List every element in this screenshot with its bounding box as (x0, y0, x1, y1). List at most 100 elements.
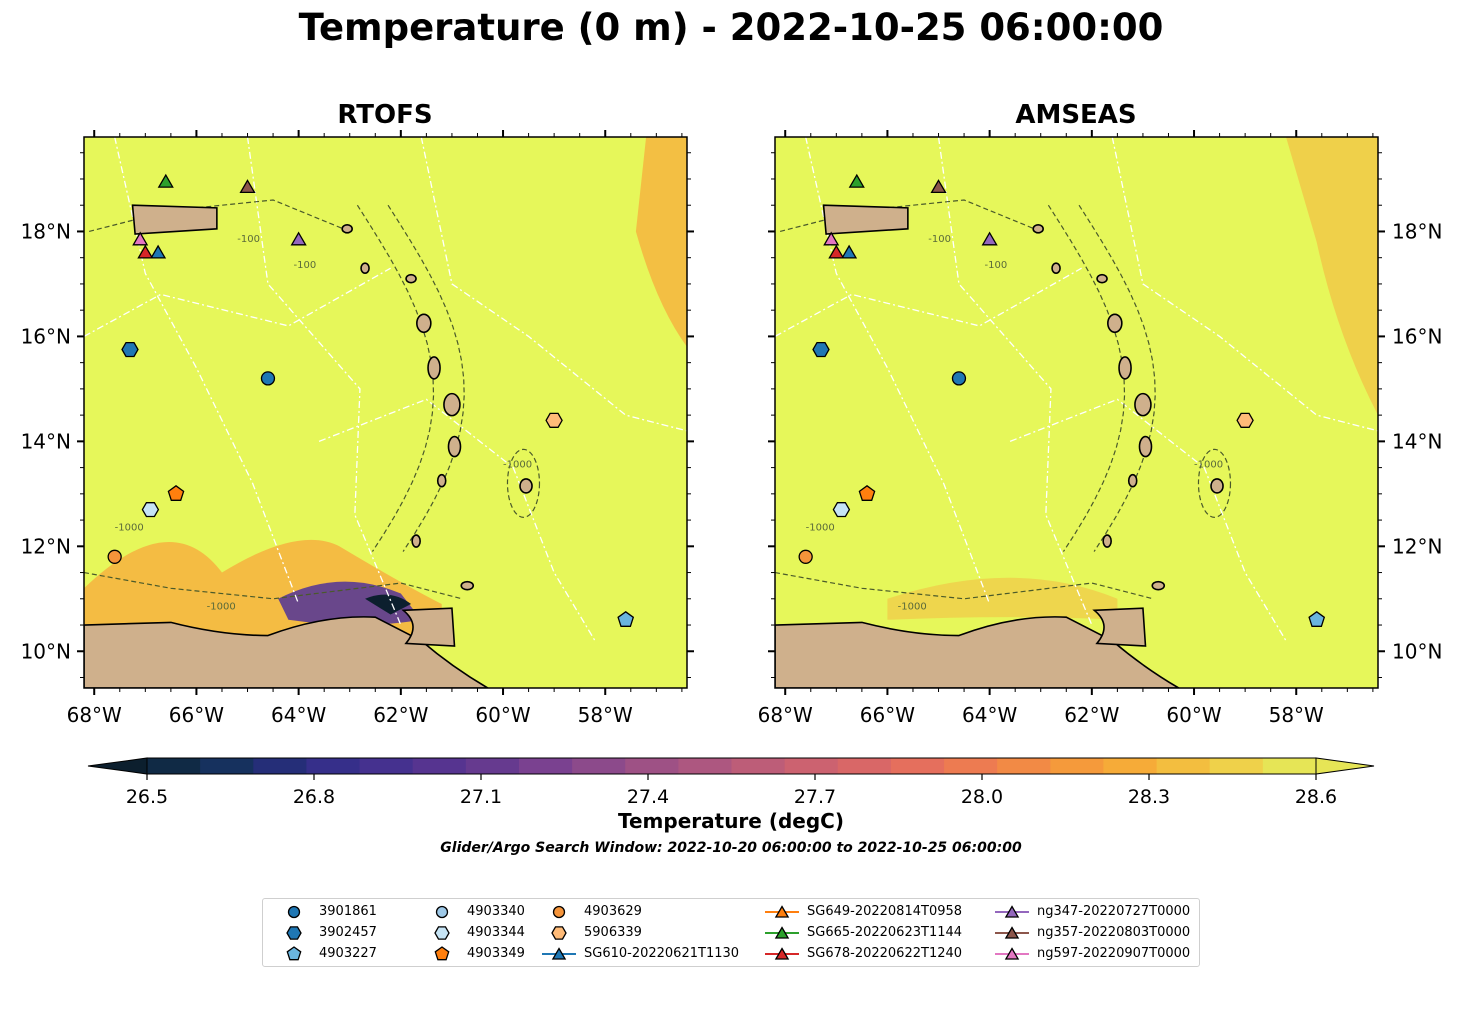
marker-SG678-20220622T1240 (137, 244, 154, 259)
legend-label: SG678-20220622T1240 (807, 946, 963, 961)
puerto-rico-island (822, 204, 909, 235)
lon-tick-label: 62°W (373, 703, 428, 727)
marker-4903344 (141, 502, 160, 518)
lon-tick-label: 60°W (1166, 703, 1221, 727)
isobath-contour (356, 204, 435, 552)
isobath-contour (1197, 448, 1232, 518)
legend-marker (434, 926, 450, 940)
lat-tick-label: 14°N (21, 429, 71, 453)
isobath-label: -100 (985, 260, 1008, 271)
legend-label: 3902457 (319, 925, 377, 940)
colorbar-segment (997, 758, 1051, 774)
legend-label: 4903349 (467, 946, 525, 961)
island (416, 313, 432, 334)
lon-tick-label: 58°W (1269, 703, 1324, 727)
island (360, 262, 370, 274)
puerto-rico-island (131, 204, 218, 235)
lat-tick-label: 10°N (21, 639, 71, 663)
island (411, 534, 421, 548)
colorbar-segment (1103, 758, 1158, 774)
marker-SG665-20220623T1144 (157, 173, 174, 188)
marker-ng347-20220727T0000 (981, 231, 998, 246)
colorbar-segment (625, 758, 679, 774)
legend: 3901861 3902457 4903227 4903340 4903344 49033… (262, 898, 1200, 967)
circle-marker-icon (435, 905, 449, 919)
colorbar-tick-label: 27.7 (794, 786, 836, 808)
marker-3902457 (812, 341, 830, 358)
lon-tick-label: 64°W (962, 703, 1017, 727)
isobath-contour (506, 448, 541, 518)
cool-sst-patch (278, 581, 422, 626)
map-frame (774, 136, 1379, 689)
legend-marker (774, 926, 790, 939)
colorbar-segment (200, 758, 254, 774)
legend-label: SG610-20220621T1130 (584, 946, 740, 961)
isobath-contour (84, 571, 463, 600)
cool-sst-patch (365, 594, 412, 615)
colorbar-label: Temperature (degC) (618, 809, 844, 833)
legend-label: 3901861 (319, 904, 377, 919)
map-panel-rtofs: -100 -100 -1000 -1000 -1000 (84, 137, 687, 688)
colorbar-segment (784, 758, 839, 774)
island (460, 580, 475, 591)
island (405, 273, 417, 284)
legend-label: SG649-20220814T0958 (807, 904, 963, 919)
legend-marker (552, 905, 566, 919)
legend-marker (1004, 947, 1020, 960)
legend-marker (1004, 905, 1020, 918)
eez-boundary (318, 398, 596, 642)
lon-tick-label: 66°W (860, 703, 915, 727)
legend-marker (435, 905, 449, 919)
marker-ng597-20220907T0000 (823, 231, 840, 246)
triangle-marker-icon (542, 947, 576, 960)
eez-boundary (84, 267, 391, 337)
legend-marker (1004, 926, 1020, 939)
isobath-label: -1000 (115, 523, 144, 534)
eez-boundary (775, 267, 1082, 337)
island (1210, 478, 1224, 494)
island (341, 224, 353, 234)
island (1051, 262, 1061, 274)
island (1096, 273, 1108, 284)
colorbar-segment (572, 758, 626, 774)
isobath-label: -1000 (898, 601, 927, 612)
isobath-contour (1047, 204, 1126, 552)
legend-marker (434, 946, 450, 961)
marker-3902457 (121, 341, 139, 358)
south-america-landmass (84, 616, 490, 688)
colorbar-segment (678, 758, 732, 774)
colorbar-extend-low (87, 757, 148, 775)
colorbar-segment (944, 758, 998, 774)
isobath-label: -100 (294, 260, 317, 271)
legend-marker (287, 905, 301, 919)
island (1107, 313, 1123, 334)
triangle-marker-icon (995, 926, 1029, 939)
legend-label: ng357-20220803T0000 (1037, 925, 1191, 940)
lat-tick-label: 18°N (1392, 219, 1442, 243)
isobath-contour (88, 199, 350, 233)
marker-ng347-20220727T0000 (290, 231, 307, 246)
legend-label: ng597-20220907T0000 (1037, 946, 1191, 961)
marker-3901861 (951, 371, 967, 386)
marker-SG610-20220621T1130 (841, 244, 858, 259)
isobath-label: -1000 (503, 460, 532, 471)
colorbar-extend-high (1315, 757, 1375, 775)
colorbar-segment (147, 758, 201, 774)
island (436, 473, 447, 488)
marker-3901861 (260, 371, 276, 386)
marker-ng597-20220907T0000 (132, 231, 149, 246)
colorbar-tick-label: 28.0 (961, 786, 1003, 808)
triangle-marker-icon (765, 926, 799, 939)
island (1102, 534, 1112, 548)
colorbar-tick-label: 26.5 (126, 786, 168, 808)
colorbar-segment (359, 758, 414, 774)
colorbar-segment (253, 758, 307, 774)
colorbar-segment (1262, 758, 1317, 774)
eez-boundary (1111, 137, 1378, 432)
colorbar-tick-label: 28.3 (1128, 786, 1170, 808)
lon-tick-label: 66°W (169, 703, 224, 727)
warm-sst-patch (1286, 137, 1378, 416)
triangle-marker-icon (995, 947, 1029, 960)
marker-SG665-20220623T1144 (848, 173, 865, 188)
